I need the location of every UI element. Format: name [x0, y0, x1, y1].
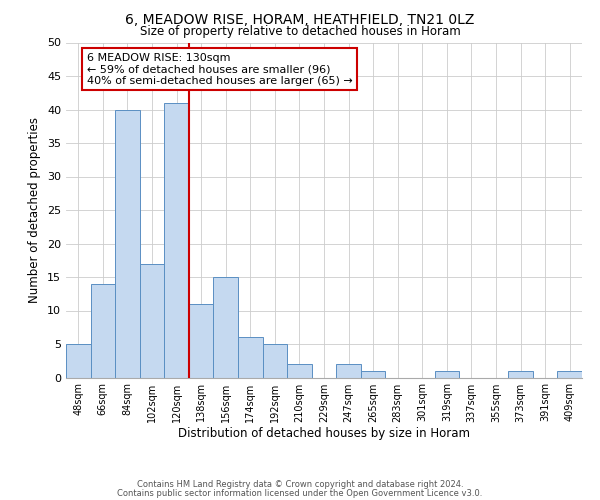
Bar	[508, 371, 533, 378]
Bar	[434, 371, 459, 378]
Bar	[336, 364, 361, 378]
Y-axis label: Number of detached properties: Number of detached properties	[28, 117, 41, 303]
Bar	[557, 371, 582, 378]
X-axis label: Distribution of detached houses by size in Horam: Distribution of detached houses by size …	[178, 428, 470, 440]
Text: 6 MEADOW RISE: 130sqm
← 59% of detached houses are smaller (96)
40% of semi-deta: 6 MEADOW RISE: 130sqm ← 59% of detached …	[86, 52, 352, 86]
Text: Contains HM Land Registry data © Crown copyright and database right 2024.: Contains HM Land Registry data © Crown c…	[137, 480, 463, 489]
Text: Contains public sector information licensed under the Open Government Licence v3: Contains public sector information licen…	[118, 488, 482, 498]
Bar	[164, 103, 189, 378]
Bar	[140, 264, 164, 378]
Bar	[361, 371, 385, 378]
Bar	[263, 344, 287, 378]
Bar	[287, 364, 312, 378]
Bar	[189, 304, 214, 378]
Bar	[66, 344, 91, 378]
Bar	[115, 110, 140, 378]
Bar	[238, 338, 263, 378]
Text: 6, MEADOW RISE, HORAM, HEATHFIELD, TN21 0LZ: 6, MEADOW RISE, HORAM, HEATHFIELD, TN21 …	[125, 12, 475, 26]
Bar	[91, 284, 115, 378]
Text: Size of property relative to detached houses in Horam: Size of property relative to detached ho…	[140, 25, 460, 38]
Bar	[214, 277, 238, 378]
